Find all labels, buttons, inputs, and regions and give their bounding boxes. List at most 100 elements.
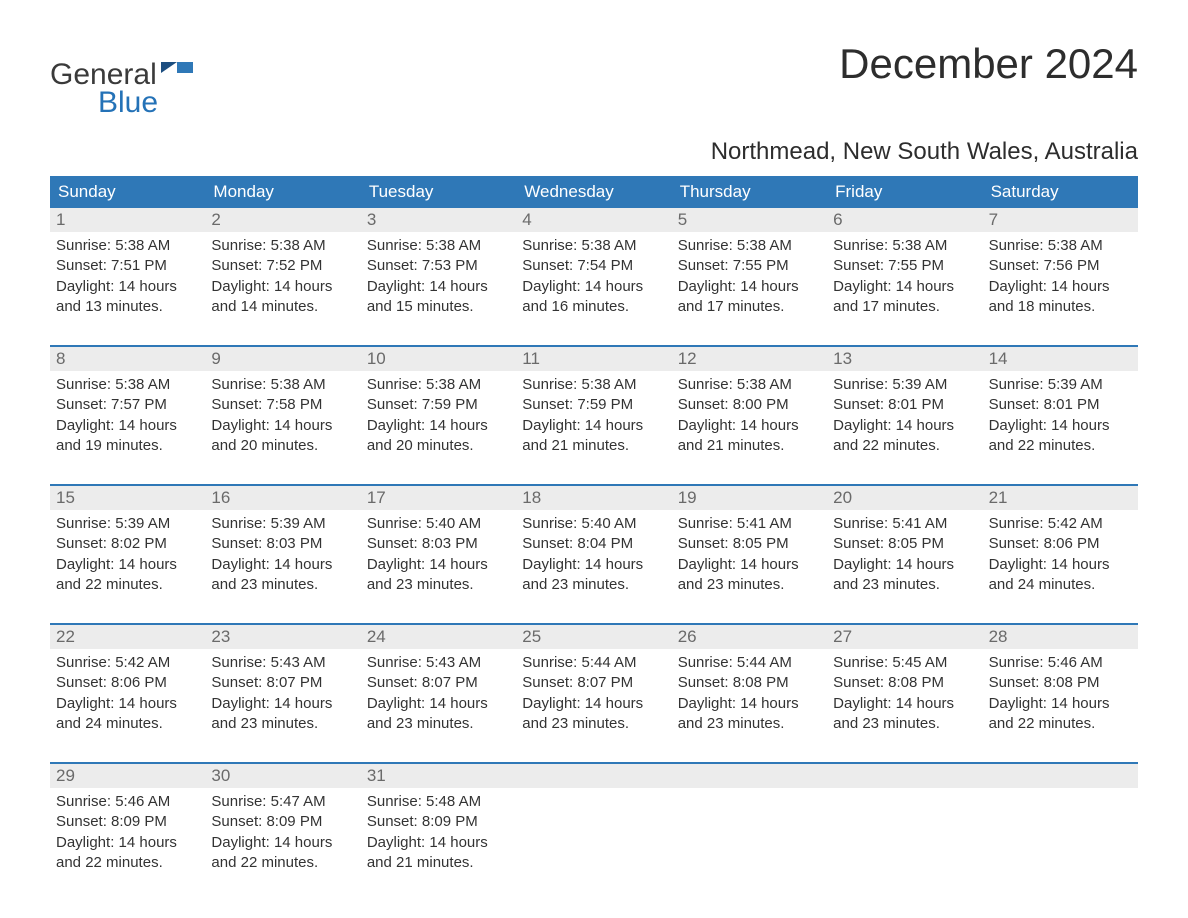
daylight-line: Daylight: 14 hours and 23 minutes.	[211, 555, 354, 596]
daylight-line: Daylight: 14 hours and 23 minutes.	[522, 694, 665, 735]
dow-cell: Monday	[205, 176, 360, 208]
sunset-line: Sunset: 8:08 PM	[989, 673, 1132, 693]
location-subtitle: Northmead, New South Wales, Australia	[50, 138, 1138, 166]
week-block: 22232425262728Sunrise: 5:42 AMSunset: 8:…	[50, 623, 1138, 762]
sunset-line: Sunset: 8:06 PM	[56, 673, 199, 693]
daylight-line: Daylight: 14 hours and 24 minutes.	[989, 555, 1132, 596]
day-detail: Sunrise: 5:46 AMSunset: 8:09 PMDaylight:…	[50, 788, 205, 873]
day-detail: Sunrise: 5:48 AMSunset: 8:09 PMDaylight:…	[361, 788, 516, 873]
daylight-line: Daylight: 14 hours and 23 minutes.	[678, 694, 821, 735]
daylight-line: Daylight: 14 hours and 22 minutes.	[989, 416, 1132, 457]
day-number: 27	[827, 625, 982, 649]
sunrise-line: Sunrise: 5:44 AM	[678, 653, 821, 673]
day-detail: Sunrise: 5:38 AMSunset: 7:58 PMDaylight:…	[205, 371, 360, 456]
sunset-line: Sunset: 7:58 PM	[211, 395, 354, 415]
daylight-line: Daylight: 14 hours and 21 minutes.	[522, 416, 665, 457]
day-detail: Sunrise: 5:38 AMSunset: 8:00 PMDaylight:…	[672, 371, 827, 456]
sunset-line: Sunset: 7:51 PM	[56, 256, 199, 276]
daylight-line: Daylight: 14 hours and 23 minutes.	[367, 555, 510, 596]
sunrise-line: Sunrise: 5:38 AM	[833, 236, 976, 256]
week-block: 891011121314Sunrise: 5:38 AMSunset: 7:57…	[50, 345, 1138, 484]
daynum-row: 1234567	[50, 208, 1138, 232]
daylight-line: Daylight: 14 hours and 19 minutes.	[56, 416, 199, 457]
sunrise-line: Sunrise: 5:46 AM	[56, 792, 199, 812]
day-detail: Sunrise: 5:38 AMSunset: 7:59 PMDaylight:…	[361, 371, 516, 456]
sunset-line: Sunset: 7:56 PM	[989, 256, 1132, 276]
day-number: 16	[205, 486, 360, 510]
sunrise-line: Sunrise: 5:38 AM	[522, 236, 665, 256]
day-number: 8	[50, 347, 205, 371]
detail-row: Sunrise: 5:39 AMSunset: 8:02 PMDaylight:…	[50, 510, 1138, 623]
daylight-line: Daylight: 14 hours and 20 minutes.	[367, 416, 510, 457]
day-number	[672, 764, 827, 788]
sunrise-line: Sunrise: 5:40 AM	[367, 514, 510, 534]
daynum-row: 293031	[50, 764, 1138, 788]
day-detail: Sunrise: 5:42 AMSunset: 8:06 PMDaylight:…	[983, 510, 1138, 595]
daylight-line: Daylight: 14 hours and 20 minutes.	[211, 416, 354, 457]
dow-cell: Sunday	[50, 176, 205, 208]
sunset-line: Sunset: 7:55 PM	[678, 256, 821, 276]
day-detail: Sunrise: 5:38 AMSunset: 7:54 PMDaylight:…	[516, 232, 671, 317]
sunrise-line: Sunrise: 5:47 AM	[211, 792, 354, 812]
daylight-line: Daylight: 14 hours and 22 minutes.	[56, 555, 199, 596]
day-detail: Sunrise: 5:38 AMSunset: 7:52 PMDaylight:…	[205, 232, 360, 317]
day-number: 11	[516, 347, 671, 371]
daylight-line: Daylight: 14 hours and 23 minutes.	[367, 694, 510, 735]
sunset-line: Sunset: 7:54 PM	[522, 256, 665, 276]
sunrise-line: Sunrise: 5:39 AM	[211, 514, 354, 534]
day-detail: Sunrise: 5:39 AMSunset: 8:01 PMDaylight:…	[983, 371, 1138, 456]
week-block: 293031Sunrise: 5:46 AMSunset: 8:09 PMDay…	[50, 762, 1138, 901]
daylight-line: Daylight: 14 hours and 23 minutes.	[211, 694, 354, 735]
calendar: Sunday Monday Tuesday Wednesday Thursday…	[50, 176, 1138, 901]
daylight-line: Daylight: 14 hours and 22 minutes.	[833, 416, 976, 457]
header: General Blue December 2024	[50, 40, 1138, 120]
sunrise-line: Sunrise: 5:38 AM	[522, 375, 665, 395]
sunrise-line: Sunrise: 5:38 AM	[678, 236, 821, 256]
sunset-line: Sunset: 7:55 PM	[833, 256, 976, 276]
day-number: 26	[672, 625, 827, 649]
day-detail: Sunrise: 5:39 AMSunset: 8:01 PMDaylight:…	[827, 371, 982, 456]
day-number: 10	[361, 347, 516, 371]
day-detail: Sunrise: 5:47 AMSunset: 8:09 PMDaylight:…	[205, 788, 360, 873]
day-detail: Sunrise: 5:40 AMSunset: 8:03 PMDaylight:…	[361, 510, 516, 595]
day-number: 30	[205, 764, 360, 788]
sunrise-line: Sunrise: 5:39 AM	[56, 514, 199, 534]
daylight-line: Daylight: 14 hours and 21 minutes.	[678, 416, 821, 457]
sunset-line: Sunset: 8:01 PM	[989, 395, 1132, 415]
daylight-line: Daylight: 14 hours and 18 minutes.	[989, 277, 1132, 318]
sunset-line: Sunset: 8:03 PM	[367, 534, 510, 554]
daylight-line: Daylight: 14 hours and 22 minutes.	[989, 694, 1132, 735]
sunset-line: Sunset: 8:08 PM	[678, 673, 821, 693]
sunrise-line: Sunrise: 5:38 AM	[367, 375, 510, 395]
sunrise-line: Sunrise: 5:39 AM	[989, 375, 1132, 395]
sunset-line: Sunset: 8:09 PM	[367, 812, 510, 832]
dow-cell: Tuesday	[361, 176, 516, 208]
sunset-line: Sunset: 7:53 PM	[367, 256, 510, 276]
day-number: 23	[205, 625, 360, 649]
day-number	[516, 764, 671, 788]
sunset-line: Sunset: 8:09 PM	[211, 812, 354, 832]
sunrise-line: Sunrise: 5:38 AM	[367, 236, 510, 256]
daylight-line: Daylight: 14 hours and 15 minutes.	[367, 277, 510, 318]
page-title: December 2024	[839, 40, 1138, 88]
detail-row: Sunrise: 5:46 AMSunset: 8:09 PMDaylight:…	[50, 788, 1138, 901]
day-detail: Sunrise: 5:41 AMSunset: 8:05 PMDaylight:…	[672, 510, 827, 595]
daylight-line: Daylight: 14 hours and 24 minutes.	[56, 694, 199, 735]
sunrise-line: Sunrise: 5:38 AM	[211, 236, 354, 256]
day-number: 9	[205, 347, 360, 371]
sunset-line: Sunset: 8:04 PM	[522, 534, 665, 554]
sunset-line: Sunset: 8:03 PM	[211, 534, 354, 554]
day-detail: Sunrise: 5:43 AMSunset: 8:07 PMDaylight:…	[205, 649, 360, 734]
day-number: 1	[50, 208, 205, 232]
sunset-line: Sunset: 8:09 PM	[56, 812, 199, 832]
daylight-line: Daylight: 14 hours and 21 minutes.	[367, 833, 510, 874]
sunset-line: Sunset: 8:05 PM	[678, 534, 821, 554]
daylight-line: Daylight: 14 hours and 13 minutes.	[56, 277, 199, 318]
daylight-line: Daylight: 14 hours and 23 minutes.	[833, 555, 976, 596]
day-detail	[827, 788, 982, 873]
sunrise-line: Sunrise: 5:38 AM	[211, 375, 354, 395]
day-detail: Sunrise: 5:39 AMSunset: 8:02 PMDaylight:…	[50, 510, 205, 595]
sunrise-line: Sunrise: 5:48 AM	[367, 792, 510, 812]
daylight-line: Daylight: 14 hours and 23 minutes.	[522, 555, 665, 596]
dow-cell: Saturday	[983, 176, 1138, 208]
